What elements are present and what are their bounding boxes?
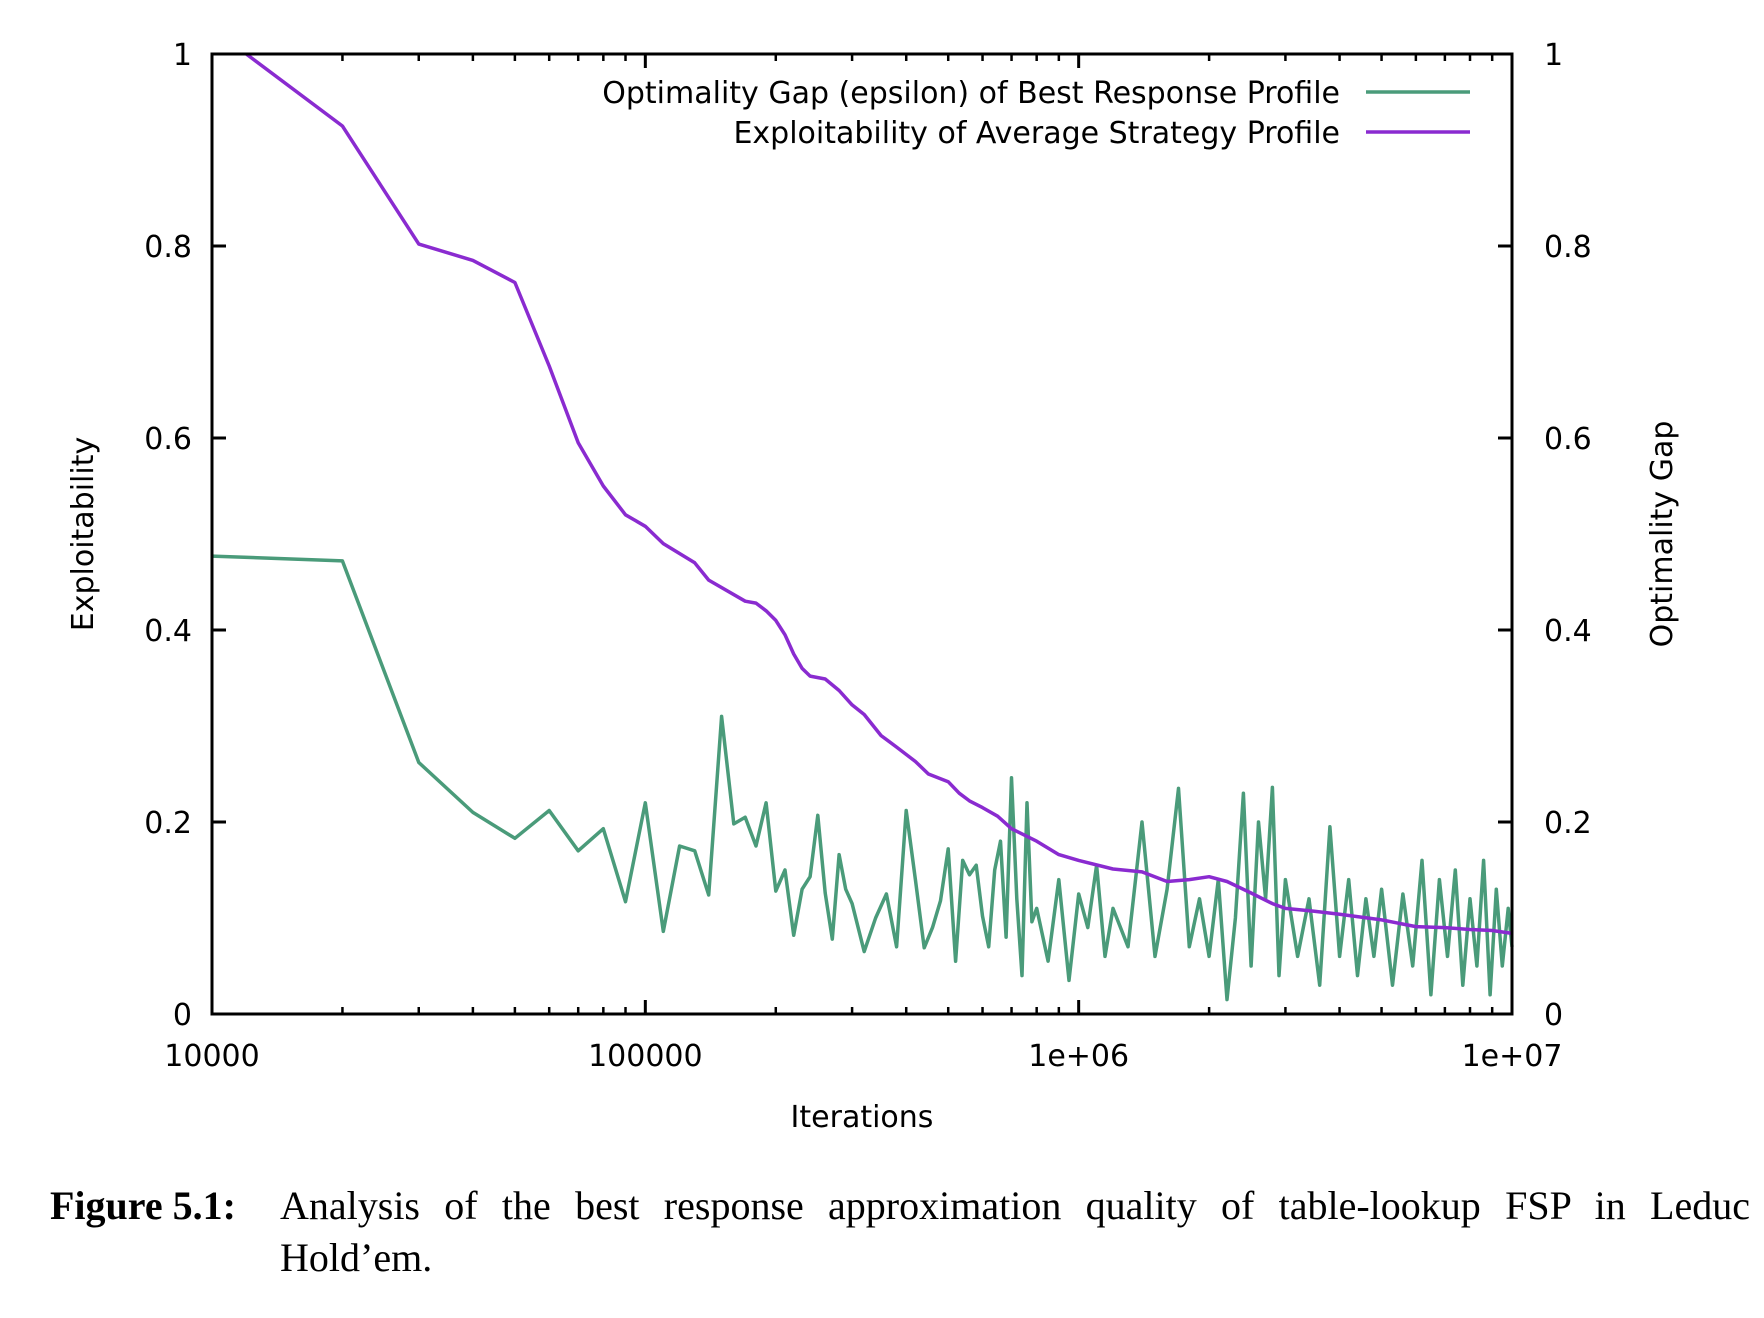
ticks-layer: [210, 52, 1514, 1016]
y2-tick-label: 1: [1544, 38, 1563, 73]
y2-axis-label: Optimality Gap: [1645, 421, 1680, 648]
series-layer: [211, 52, 1514, 1002]
series-line-2: [245, 52, 1513, 936]
y-tick-label: 0.8: [144, 230, 192, 265]
y2-tick-label: 0.2: [1544, 806, 1592, 841]
series-line-1: [211, 554, 1514, 1002]
caption-text: Analysis of the best response approximat…: [280, 1183, 1750, 1280]
legend-label-2: Exploitability of Average Strategy Profi…: [733, 116, 1340, 151]
chart: 10000 100000 1e+06 1e+07 0 0.2 0.4 0.6 0.8 1 0 0.2 0…: [66, 38, 1680, 1135]
y2-tick-label: 0: [1544, 998, 1563, 1033]
y2-tick-label: 0.4: [1544, 614, 1592, 649]
y-tick-label: 0.4: [144, 614, 192, 649]
x-tick-label: 10000: [164, 1039, 259, 1074]
y-tick-label: 0.6: [144, 422, 192, 457]
x-tick-label: 1e+07: [1462, 1039, 1563, 1074]
legend-label-1: Optimality Gap (epsilon) of Best Respons…: [602, 76, 1340, 111]
y-tick-label: 1: [173, 38, 192, 73]
tick-labels: 10000 100000 1e+06 1e+07 0 0.2 0.4 0.6 0.8 1 0 0.2 0…: [144, 38, 1591, 1074]
plot-frame: [210, 52, 1514, 1016]
y-tick-label: 0: [173, 998, 192, 1033]
y2-tick-label: 0.6: [1544, 422, 1592, 457]
x-tick-label: 100000: [588, 1039, 703, 1074]
x-axis-label: Iterations: [791, 1100, 934, 1135]
y2-tick-label: 0.8: [1544, 230, 1592, 265]
legend: Optimality Gap (epsilon) of Best Respons…: [602, 76, 1470, 151]
figure-caption: Figure 5.1: Analysis of the best respons…: [50, 1180, 1750, 1280]
x-tick-label: 1e+06: [1028, 1039, 1129, 1074]
y-axis-label: Exploitability: [66, 437, 101, 632]
y-tick-label: 0.2: [144, 806, 192, 841]
caption-label: Figure 5.1:: [50, 1183, 236, 1228]
